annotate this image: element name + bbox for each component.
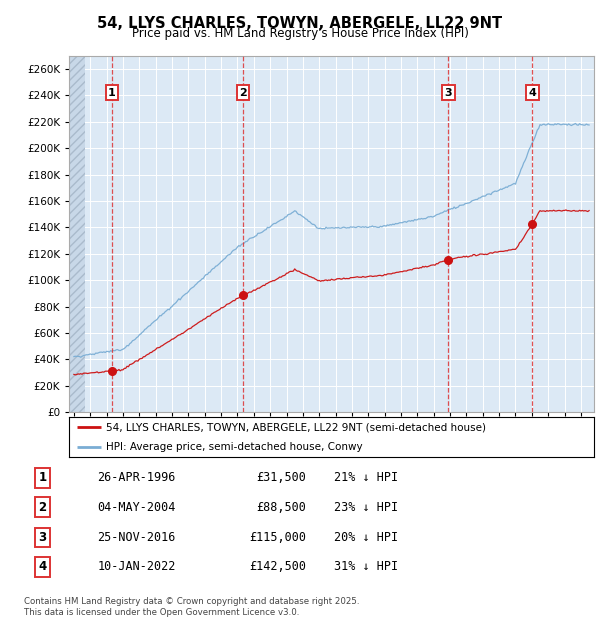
Text: 10-JAN-2022: 10-JAN-2022 (97, 560, 176, 574)
Text: 2: 2 (38, 500, 47, 513)
Text: £88,500: £88,500 (256, 500, 306, 513)
Text: 31% ↓ HPI: 31% ↓ HPI (334, 560, 398, 574)
Text: HPI: Average price, semi-detached house, Conwy: HPI: Average price, semi-detached house,… (106, 442, 362, 452)
Text: 1: 1 (38, 471, 47, 484)
Text: 3: 3 (38, 531, 47, 544)
Text: 2: 2 (239, 88, 247, 98)
Text: £115,000: £115,000 (249, 531, 306, 544)
Text: 4: 4 (529, 88, 536, 98)
Text: Price paid vs. HM Land Registry's House Price Index (HPI): Price paid vs. HM Land Registry's House … (131, 27, 469, 40)
Text: 54, LLYS CHARLES, TOWYN, ABERGELE, LL22 9NT (semi-detached house): 54, LLYS CHARLES, TOWYN, ABERGELE, LL22 … (106, 422, 486, 432)
Text: 1: 1 (108, 88, 116, 98)
Text: Contains HM Land Registry data © Crown copyright and database right 2025.
This d: Contains HM Land Registry data © Crown c… (24, 598, 359, 617)
Text: £142,500: £142,500 (249, 560, 306, 574)
Text: £31,500: £31,500 (256, 471, 306, 484)
Bar (69, 56, 85, 412)
Text: 04-MAY-2004: 04-MAY-2004 (97, 500, 176, 513)
Text: 21% ↓ HPI: 21% ↓ HPI (334, 471, 398, 484)
Text: 54, LLYS CHARLES, TOWYN, ABERGELE, LL22 9NT: 54, LLYS CHARLES, TOWYN, ABERGELE, LL22 … (97, 16, 503, 31)
Text: 3: 3 (445, 88, 452, 98)
Text: 26-APR-1996: 26-APR-1996 (97, 471, 176, 484)
Text: 20% ↓ HPI: 20% ↓ HPI (334, 531, 398, 544)
Text: 25-NOV-2016: 25-NOV-2016 (97, 531, 176, 544)
Text: 23% ↓ HPI: 23% ↓ HPI (334, 500, 398, 513)
Text: 4: 4 (38, 560, 47, 574)
